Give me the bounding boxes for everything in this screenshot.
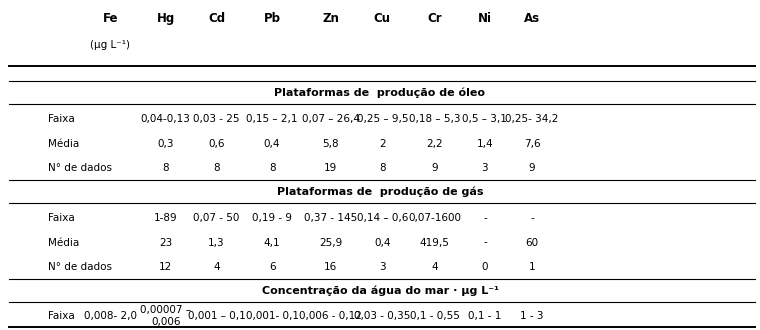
Text: 2,2: 2,2 (426, 139, 443, 148)
Text: 0,006 - 0,12: 0,006 - 0,12 (299, 311, 362, 321)
Text: 0,07 – 26,4: 0,07 – 26,4 (302, 114, 359, 124)
Text: 8: 8 (269, 163, 275, 173)
Text: 0,18 – 5,3: 0,18 – 5,3 (409, 114, 461, 124)
Text: 0,008- 2,0: 0,008- 2,0 (84, 311, 137, 321)
Text: 0,00007 –
0,006: 0,00007 – 0,006 (140, 305, 192, 327)
Text: -: - (483, 238, 486, 248)
Text: 1,3: 1,3 (208, 238, 225, 248)
Text: Fe: Fe (103, 12, 118, 25)
Text: 5,8: 5,8 (322, 139, 339, 148)
Text: 0,19 - 9: 0,19 - 9 (252, 213, 292, 223)
Text: 19: 19 (324, 163, 337, 173)
Text: 1,4: 1,4 (477, 139, 493, 148)
Text: (μg L⁻¹): (μg L⁻¹) (90, 40, 130, 50)
Text: 8: 8 (163, 163, 169, 173)
Text: 6: 6 (269, 262, 275, 272)
Text: 0,03 - 0,35: 0,03 - 0,35 (354, 311, 410, 321)
Text: 0,4: 0,4 (264, 139, 280, 148)
Text: 0,6: 0,6 (208, 139, 225, 148)
Text: 8: 8 (379, 163, 385, 173)
Text: 1 - 3: 1 - 3 (521, 311, 543, 321)
Text: Faixa: Faixa (48, 311, 74, 321)
Text: 2: 2 (379, 139, 385, 148)
Text: 0,5 – 3,1: 0,5 – 3,1 (462, 114, 508, 124)
Text: Concentração da água do mar · μg L⁻¹: Concentração da água do mar · μg L⁻¹ (261, 285, 499, 296)
Text: 8: 8 (214, 163, 220, 173)
Text: Cr: Cr (427, 12, 442, 25)
Text: 0,25 – 9,5: 0,25 – 9,5 (356, 114, 408, 124)
Text: N° de dados: N° de dados (48, 262, 112, 272)
Text: Faixa: Faixa (48, 213, 74, 223)
Text: 4,1: 4,1 (264, 238, 280, 248)
Text: 419,5: 419,5 (420, 238, 450, 248)
Text: 0,14 – 0,6: 0,14 – 0,6 (356, 213, 408, 223)
Text: Hg: Hg (157, 12, 175, 25)
Text: Cu: Cu (374, 12, 391, 25)
Text: Faixa: Faixa (48, 114, 74, 124)
Text: 4: 4 (432, 262, 438, 272)
Text: 0,25- 34,2: 0,25- 34,2 (505, 114, 559, 124)
Text: 12: 12 (159, 262, 173, 272)
Text: 0,001 – 0,1: 0,001 – 0,1 (188, 311, 245, 321)
Text: 1: 1 (529, 262, 535, 272)
Text: 0,15 – 2,1: 0,15 – 2,1 (246, 114, 298, 124)
Text: Pb: Pb (264, 12, 280, 25)
Text: 0: 0 (482, 262, 488, 272)
Text: 3: 3 (379, 262, 385, 272)
Text: 0,1 - 0,55: 0,1 - 0,55 (410, 311, 460, 321)
Text: 0,37 - 145: 0,37 - 145 (304, 213, 357, 223)
Text: Cd: Cd (208, 12, 225, 25)
Text: 0,3: 0,3 (157, 139, 174, 148)
Text: 0,03 - 25: 0,03 - 25 (193, 114, 240, 124)
Text: 0,4: 0,4 (374, 238, 391, 248)
Text: N° de dados: N° de dados (48, 163, 112, 173)
Text: 7,6: 7,6 (524, 139, 540, 148)
Text: 23: 23 (159, 238, 173, 248)
Text: Zn: Zn (322, 12, 339, 25)
Text: Plataformas de  produção de óleo: Plataformas de produção de óleo (274, 87, 486, 98)
Text: -: - (483, 213, 486, 223)
Text: 0,001- 0,1: 0,001- 0,1 (245, 311, 299, 321)
Text: Ni: Ni (478, 12, 492, 25)
Text: 4: 4 (214, 262, 220, 272)
Text: 0,1 - 1: 0,1 - 1 (468, 311, 502, 321)
Text: 9: 9 (432, 163, 438, 173)
Text: 60: 60 (525, 238, 539, 248)
Text: 16: 16 (324, 262, 337, 272)
Text: 0,07 - 50: 0,07 - 50 (193, 213, 240, 223)
Text: 9: 9 (529, 163, 535, 173)
Text: Média: Média (48, 139, 79, 148)
Text: 0,07-1600: 0,07-1600 (408, 213, 461, 223)
Text: Plataformas de  produção de gás: Plataformas de produção de gás (277, 186, 483, 197)
Text: 3: 3 (482, 163, 488, 173)
Text: As: As (524, 12, 540, 25)
Text: Média: Média (48, 238, 79, 248)
Text: 1-89: 1-89 (154, 213, 178, 223)
Text: -: - (530, 213, 534, 223)
Text: 0,04-0,13: 0,04-0,13 (141, 114, 191, 124)
Text: 25,9: 25,9 (319, 238, 342, 248)
